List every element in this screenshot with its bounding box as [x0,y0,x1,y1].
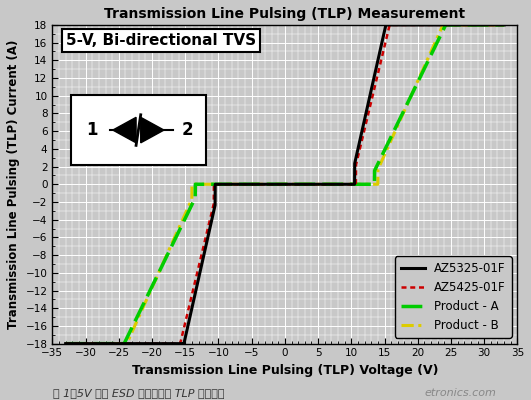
AZ5425-01F [230,182,237,187]
Title: Transmission Line Pulsing (TLP) Measurement: Transmission Line Pulsing (TLP) Measurem… [104,7,466,21]
Text: 5-V, Bi-directional TVS: 5-V, Bi-directional TVS [66,33,256,48]
Product - A [250,182,256,187]
Product - B [139,308,145,313]
AZ5425-01F [492,22,499,27]
Line: AZ5425-01F: AZ5425-01F [66,25,504,344]
AZ5425-01F [446,22,452,27]
AZ5325-01F [492,22,499,27]
AZ5425-01F [139,341,145,346]
Product - A [139,305,145,310]
Product - A [230,182,237,187]
Line: AZ5325-01F: AZ5325-01F [66,25,504,344]
AZ5325-01F [230,182,237,187]
Product - B [113,341,119,346]
Product - A [492,22,499,27]
Y-axis label: Transmission Line Pulsing (TLP) Current (A): Transmission Line Pulsing (TLP) Current … [7,40,20,329]
Text: 1: 1 [86,121,98,139]
Product - B [250,182,256,187]
AZ5325-01F [139,341,145,346]
Polygon shape [141,117,164,143]
AZ5325-01F [501,22,507,27]
AZ5325-01F [383,22,389,27]
Text: 图 1：5V 双向 ESD 保护组件的 TLP 测试曲线: 图 1：5V 双向 ESD 保护组件的 TLP 测试曲线 [53,388,225,398]
AZ5325-01F [63,341,69,346]
AZ5425-01F [501,22,507,27]
AZ5425-01F [387,22,393,27]
Product - A [501,22,507,27]
AZ5425-01F [113,341,119,346]
AZ5425-01F [63,341,69,346]
Polygon shape [113,117,136,143]
Product - A [63,341,69,346]
Product - B [230,182,237,187]
Text: 2: 2 [182,121,193,139]
Line: Product - A: Product - A [66,25,504,344]
Product - B [501,22,507,27]
X-axis label: Transmission Line Pulsing (TLP) Voltage (V): Transmission Line Pulsing (TLP) Voltage … [132,364,438,377]
Product - B [492,22,499,27]
Product - A [446,22,452,27]
AZ5325-01F [113,341,119,346]
Line: Product - B: Product - B [66,25,504,344]
Product - B [446,22,452,27]
FancyBboxPatch shape [71,95,206,165]
AZ5325-01F [446,22,452,27]
Legend: AZ5325-01F, AZ5425-01F, Product - A, Product - B: AZ5325-01F, AZ5425-01F, Product - A, Pro… [395,256,511,338]
Product - A [443,22,449,27]
Product - B [63,341,69,346]
AZ5425-01F [250,182,256,187]
Text: etronics.com: etronics.com [425,388,496,398]
AZ5325-01F [250,182,256,187]
Product - B [440,22,446,27]
Product - A [113,341,119,346]
